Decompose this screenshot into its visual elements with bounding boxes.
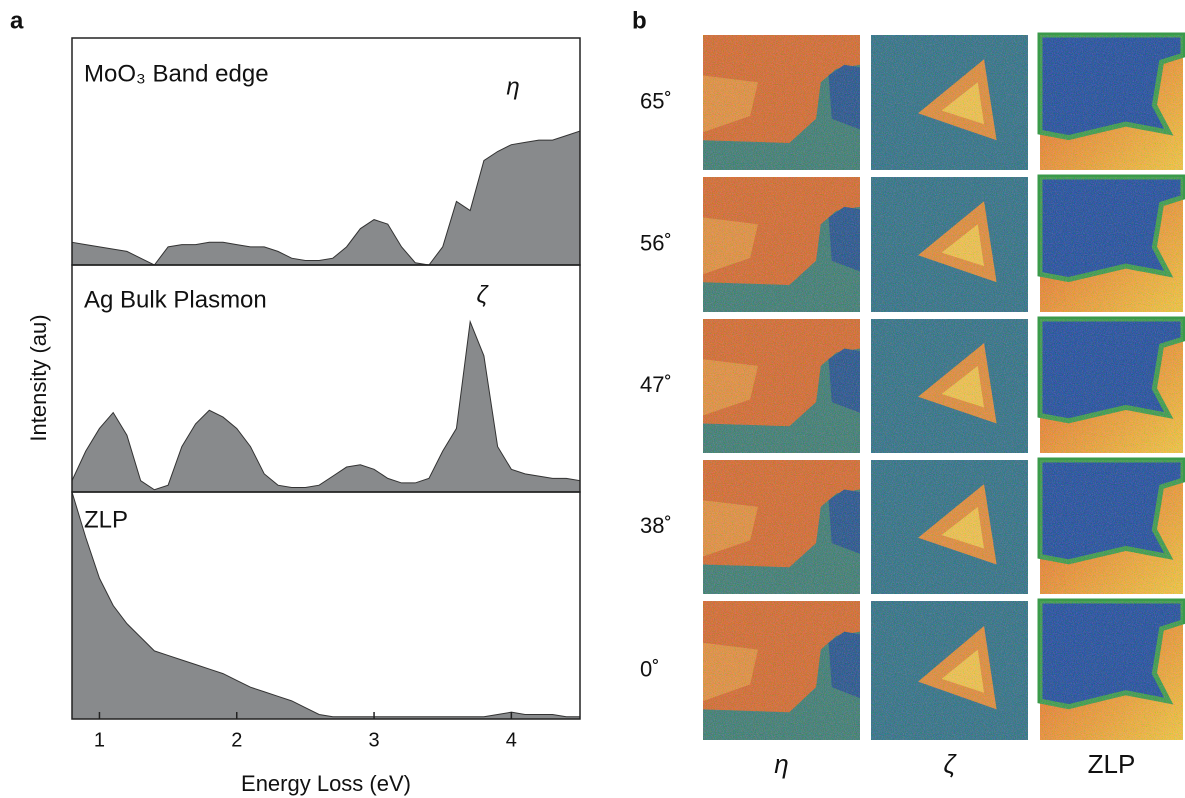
map-noise	[703, 35, 860, 170]
row-label: 56˚	[640, 230, 672, 255]
row-label: 65˚	[640, 88, 672, 113]
row-label: 47˚	[640, 372, 672, 397]
map-image	[871, 35, 1028, 170]
map-image	[703, 460, 860, 594]
map-noise	[703, 319, 860, 453]
map-noise	[1040, 35, 1183, 170]
x-tick-label: 3	[368, 729, 379, 751]
map-noise	[871, 35, 1028, 170]
map-noise	[871, 319, 1028, 453]
map-image	[1037, 598, 1185, 740]
spectrum-area	[71, 491, 581, 720]
map-image	[703, 177, 860, 312]
x-tick-label: 2	[231, 729, 242, 751]
map-grid: 65˚ 56˚ 47˚ 38˚ 0˚ η ζ ZLP	[640, 32, 1185, 779]
map-noise	[871, 460, 1028, 594]
map-noise	[1040, 601, 1183, 740]
peak-annotation: η	[506, 73, 519, 100]
peak-annotation: ζ	[476, 281, 489, 308]
row-label: 38˚	[640, 513, 672, 538]
panel-label: b	[632, 7, 647, 34]
map-image	[703, 601, 860, 740]
x-tick-label: 1	[94, 729, 105, 751]
map-noise	[1040, 177, 1183, 312]
map-image	[1037, 32, 1185, 170]
map-image	[871, 460, 1028, 594]
panel-title: MoO₃ Band edge	[84, 60, 269, 87]
map-image	[871, 601, 1028, 740]
map-image	[703, 319, 860, 453]
panel-frame	[71, 491, 581, 720]
column-label: ZLP	[1088, 749, 1136, 779]
map-noise	[871, 177, 1028, 312]
map-image	[703, 35, 860, 170]
spectrum-area	[71, 130, 581, 266]
map-noise	[1040, 319, 1183, 453]
map-image	[1037, 316, 1185, 453]
map-image	[871, 177, 1028, 312]
map-noise	[1040, 460, 1183, 594]
column-label: η	[774, 749, 788, 779]
y-axis-label: Intensity (au)	[26, 314, 51, 441]
spectrum-area	[71, 319, 581, 493]
map-noise	[703, 177, 860, 312]
x-tick-label: 4	[506, 729, 517, 751]
column-label: ζ	[943, 749, 957, 779]
map-image	[1037, 174, 1185, 312]
map-image	[1037, 457, 1185, 594]
panel-label: a	[10, 7, 24, 34]
map-noise	[703, 460, 860, 594]
map-noise	[871, 601, 1028, 740]
map-noise	[703, 601, 860, 740]
x-axis-label: Energy Loss (eV)	[241, 771, 411, 796]
map-image	[871, 319, 1028, 453]
row-label: 0˚	[640, 656, 660, 681]
panel-title: Ag Bulk Plasmon	[84, 286, 267, 313]
panel-title: ZLP	[84, 506, 128, 533]
